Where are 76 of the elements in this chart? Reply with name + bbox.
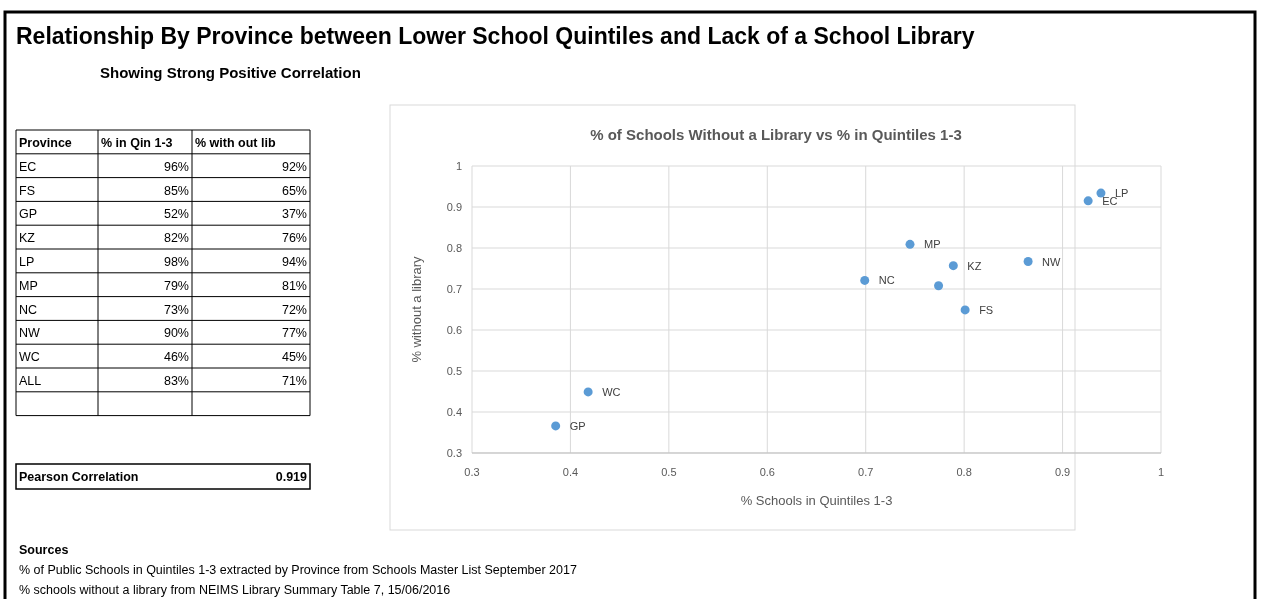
text: 72% <box>281 302 307 317</box>
point <box>551 421 561 431</box>
x-tick-label: 0.5 <box>661 466 677 478</box>
point <box>1023 257 1033 267</box>
x-tick-label: 0.3 <box>464 466 480 478</box>
text: 76% <box>281 231 307 246</box>
chart-title: % of Schools Without a Library vs % in Quintiles 1-3 <box>590 126 962 143</box>
text: Showing Strong Positive Correlation <box>100 64 361 81</box>
y-tick-label: 0.8 <box>446 242 462 254</box>
text: 52% <box>163 207 189 222</box>
x-tick-label: 0.4 <box>562 466 579 478</box>
annotation: NC <box>878 274 895 287</box>
point <box>934 281 944 291</box>
annotation: KZ <box>967 259 982 272</box>
y-tick-label: 0.5 <box>446 365 462 377</box>
x-axis-title: % Schools in Quintiles 1-3 <box>740 493 893 508</box>
text: % with out lib <box>195 136 276 150</box>
x-tick-label: 1 <box>1157 466 1165 478</box>
point <box>583 387 593 397</box>
text: 98% <box>163 255 189 269</box>
text: 81% <box>281 278 307 293</box>
text: EC <box>19 159 37 174</box>
text: KZ <box>19 231 36 246</box>
text: % schools without a library from NEIMS Library Summary Table 7, 15/06/2016 <box>19 583 451 597</box>
text: 71% <box>281 374 307 388</box>
text: LP <box>19 255 35 269</box>
text: Relationship By Province between Lower School Quintiles and Lack of a School Library <box>16 23 975 49</box>
text: 65% <box>281 183 307 198</box>
annotation: FS <box>979 303 994 316</box>
y-axis-title: % without a library <box>409 255 424 363</box>
text: ALL <box>19 374 42 388</box>
annotation: NW <box>1042 255 1062 268</box>
point <box>1096 188 1106 198</box>
y-tick-label: 0.6 <box>446 324 462 336</box>
text: WC <box>19 350 40 365</box>
y-tick-label: 0.7 <box>446 283 462 295</box>
x-tick-label: 0.9 <box>1054 466 1071 478</box>
point <box>960 305 970 315</box>
text: 45% <box>281 350 307 365</box>
text: 85% <box>163 183 189 198</box>
point <box>948 261 958 271</box>
x-tick-label: 0.6 <box>759 466 775 478</box>
text: 90% <box>163 326 189 341</box>
text: NW <box>19 326 41 341</box>
text: 73% <box>163 302 189 317</box>
text: % in Qin 1-3 <box>101 136 173 150</box>
annotation: WC <box>602 385 621 398</box>
text: 77% <box>281 326 307 341</box>
y-tick-label: 0.4 <box>446 406 462 418</box>
x-tick-label: 0.8 <box>956 466 972 478</box>
point <box>1083 196 1093 206</box>
text: 0.919 <box>275 470 308 484</box>
x-tick-label: 0.7 <box>858 466 874 478</box>
text: Pearson Correlation <box>19 470 139 484</box>
y-tick-label: 1 <box>455 160 462 172</box>
text: 46% <box>163 350 189 365</box>
point <box>860 275 870 285</box>
text: 92% <box>281 159 307 174</box>
text: MP <box>19 278 38 293</box>
point <box>905 239 915 249</box>
y-tick-label: 0.3 <box>446 447 462 459</box>
text: 79% <box>163 278 189 293</box>
annotation: MP <box>924 238 941 251</box>
text: FS <box>19 183 35 198</box>
text: GP <box>19 207 38 222</box>
text: 82% <box>163 231 189 246</box>
text: NC <box>19 302 38 317</box>
y-tick-label: 0.9 <box>446 201 462 213</box>
annotation: GP <box>569 419 586 432</box>
text: 37% <box>281 207 307 222</box>
text: Province <box>19 136 72 150</box>
text: 83% <box>163 374 189 388</box>
text: 96% <box>163 159 189 174</box>
text: % of Public Schools in Quintiles 1-3 extracted by Province from Schools Master List September 2017 <box>19 563 577 577</box>
text: Sources <box>19 543 69 557</box>
text: 94% <box>281 255 307 269</box>
